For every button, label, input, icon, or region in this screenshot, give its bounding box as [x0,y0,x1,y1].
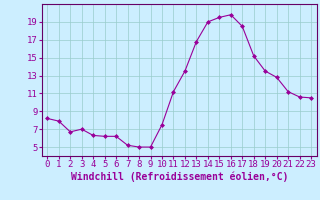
X-axis label: Windchill (Refroidissement éolien,°C): Windchill (Refroidissement éolien,°C) [70,172,288,182]
